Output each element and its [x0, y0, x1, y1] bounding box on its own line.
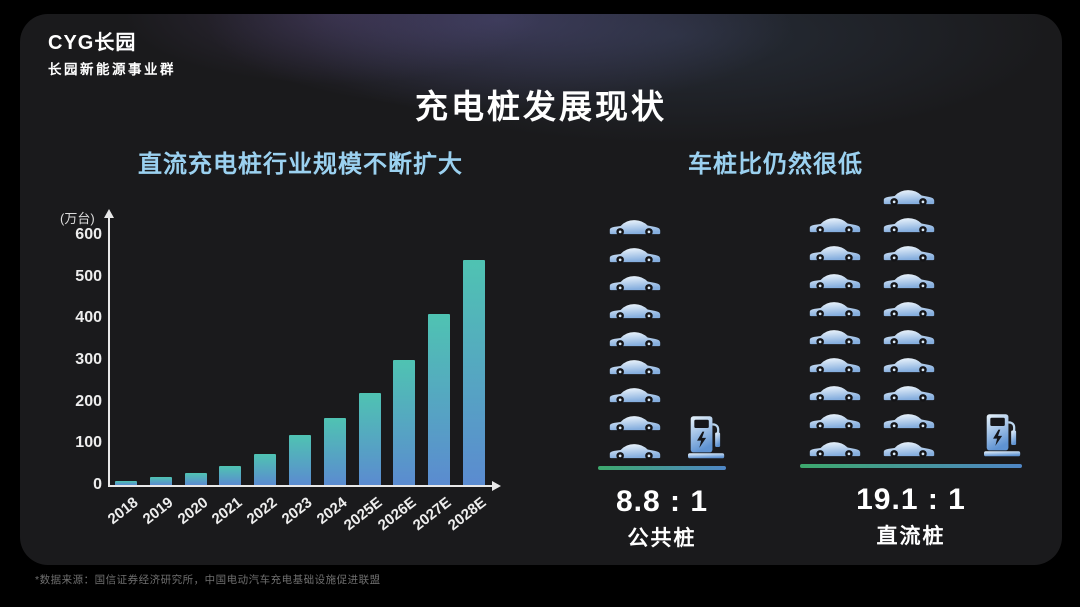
- car-icon: [608, 412, 662, 432]
- car-icon: [608, 272, 662, 292]
- bar-2019: [149, 476, 172, 485]
- x-tick-label: 2021: [209, 494, 246, 528]
- y-axis-arrow: [104, 209, 114, 218]
- car-icon: [882, 214, 936, 234]
- y-tick-label: 100: [75, 434, 102, 452]
- car-icon: [608, 216, 662, 236]
- car-column: [608, 216, 662, 460]
- car-icon: [882, 270, 936, 290]
- bar-2023: [289, 435, 311, 485]
- charging-pile-icon: [688, 414, 726, 460]
- car-icon: [882, 438, 936, 458]
- car-icon: [808, 326, 862, 346]
- car-icon: [608, 328, 662, 348]
- car-icon: [808, 410, 862, 430]
- ratio-group-public: 8.8 : 1 公共桩: [598, 214, 726, 552]
- y-axis-unit-label: (万台): [60, 211, 95, 226]
- y-tick-label: 400: [75, 309, 102, 327]
- car-columns: [808, 186, 936, 458]
- car-stack-dc: [800, 186, 1022, 458]
- x-tick-label: 2018: [104, 494, 142, 528]
- car-icon: [808, 242, 862, 262]
- company-logo: CYG长园 长园新能源事业群: [48, 26, 176, 78]
- car-icon: [882, 354, 936, 374]
- page-title: 充电桩发展现状: [415, 88, 667, 125]
- car-icon: [882, 326, 936, 346]
- car-stack-public: [598, 214, 726, 460]
- car-icon: [808, 298, 862, 318]
- car-icon: [608, 384, 662, 404]
- x-tick-label: 2020: [174, 494, 212, 528]
- car-columns: [608, 216, 662, 460]
- bar-2028E: [463, 260, 485, 485]
- bar-2022: [254, 453, 277, 485]
- ratio-subtitle: 车桩比仍然很低: [688, 151, 863, 178]
- car-column: [882, 186, 936, 458]
- car-icon: [608, 356, 662, 376]
- car-icon: [608, 244, 662, 264]
- ratio-value-public: 8.8 : 1: [615, 485, 709, 518]
- x-tick-label: 2019: [139, 494, 177, 528]
- logo-brand-text: CYG长园: [48, 32, 137, 54]
- bar-2021: [219, 465, 242, 485]
- y-tick-label: 200: [75, 392, 102, 410]
- car-column: [808, 214, 862, 458]
- y-tick-label: 0: [93, 476, 102, 493]
- ratio-group-dc: 19.1 : 1 直流桩: [800, 186, 1022, 550]
- chart-subtitle: 直流充电桩行业规模不断扩大: [138, 151, 463, 178]
- car-icon: [808, 270, 862, 290]
- x-tick-label: 2027E: [410, 494, 455, 535]
- y-tick-label: 300: [75, 351, 102, 368]
- logo-division-text: 长园新能源事业群: [48, 62, 176, 77]
- car-icon: [882, 298, 936, 318]
- bar-2027E: [428, 314, 451, 485]
- ratio-label-public: 公共桩: [627, 527, 697, 550]
- car-icon: [882, 242, 936, 262]
- bar-chart: (万台) 0 100 200 300 400 500 600 2018 2019 2020 202…: [60, 209, 530, 555]
- car-icon: [882, 382, 936, 402]
- slide-card: CYG长园 长园新能源事业群 充电桩发展现状 直流充电桩行业规模不断扩大 车桩比…: [20, 14, 1062, 565]
- y-tick-label: 500: [75, 267, 102, 285]
- bar-2024: [323, 417, 346, 485]
- car-icon: [882, 186, 936, 206]
- car-icon: [608, 300, 662, 320]
- x-tick-label: 2026E: [375, 494, 420, 535]
- x-tick-label: 2028E: [444, 494, 490, 535]
- x-axis-line: [108, 485, 494, 487]
- car-icon: [808, 382, 862, 402]
- bar-2025E: [358, 393, 381, 485]
- y-axis-line: [108, 218, 110, 486]
- ratio-label-dc: 直流桩: [876, 525, 946, 548]
- car-icon: [882, 410, 936, 430]
- car-icon: [808, 214, 862, 234]
- y-tick-label: 600: [75, 226, 102, 243]
- gradient-baseline: [598, 466, 726, 470]
- bar-2020: [184, 473, 207, 485]
- ratio-value-dc: 19.1 : 1: [856, 483, 966, 516]
- x-tick-label: 2022: [243, 494, 281, 528]
- bar-2018: [115, 480, 137, 485]
- gradient-baseline: [800, 464, 1022, 468]
- bar-2026E: [393, 360, 416, 485]
- data-source-footnote: *数据来源：国信证券经济研究所，中国电动汽车充电基础设施促进联盟: [35, 574, 381, 586]
- x-tick-label: 2025E: [340, 494, 386, 535]
- x-tick-label: 2023: [278, 494, 316, 528]
- car-icon: [608, 440, 662, 460]
- car-icon: [808, 354, 862, 374]
- charging-pile-icon: [984, 412, 1022, 458]
- x-axis-arrow: [492, 481, 501, 491]
- car-icon: [808, 438, 862, 458]
